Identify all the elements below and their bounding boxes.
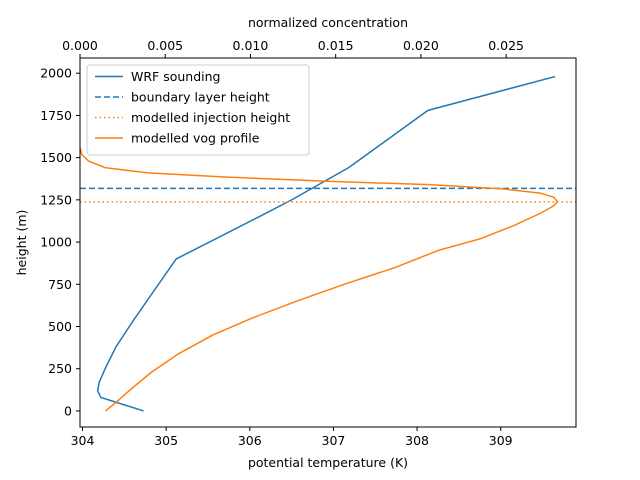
series-line-0 [96,75,556,412]
top-tick-label: 0.015 [318,38,354,53]
y-tick-label: 1500 [40,150,72,165]
bottom-axis-ticks: 304 305 306 307 308 309 [71,427,513,448]
legend-label: WRF sounding [131,69,220,84]
y-axis-label: height (m) [14,210,29,276]
x-tick-label: 306 [238,433,262,448]
top-tick-label: 0.010 [233,38,269,53]
y-tick-label: 1750 [40,108,72,123]
x-tick-label: 307 [322,433,346,448]
x-tick-label: 308 [405,433,429,448]
top-tick-label: 0.020 [403,38,439,53]
x-tick-label: 305 [154,433,178,448]
legend-box [86,64,310,156]
legend: WRF sounding boundary layer height modelle… [86,64,310,156]
top-tick-label: 0.000 [62,38,98,53]
left-axis-ticks: 0 250 500 750 1000 1250 1500 1750 2000 [40,66,80,418]
x-axis-label: potential temperature (K) [248,455,408,470]
y-tick-label: 2000 [40,66,72,81]
top-axis-label: normalized concentration [248,15,408,30]
top-axis-ticks: 0.000 0.005 0.010 0.015 0.020 0.025 [62,38,524,58]
y-tick-label: 0 [64,403,72,418]
y-tick-label: 500 [48,319,72,334]
top-tick-label: 0.005 [147,38,183,53]
x-tick-label: 304 [71,433,95,448]
y-tick-label: 1250 [40,192,72,207]
y-tick-label: 1000 [40,235,72,250]
legend-label: boundary layer height [131,90,270,105]
series-line-3 [80,147,558,412]
legend-label: modelled injection height [131,110,290,125]
y-tick-label: 750 [48,277,72,292]
x-tick-label: 309 [489,433,513,448]
plot-lines [80,75,576,412]
legend-label: modelled vog profile [131,131,260,146]
y-tick-label: 250 [48,361,72,376]
top-tick-label: 0.025 [488,38,524,53]
